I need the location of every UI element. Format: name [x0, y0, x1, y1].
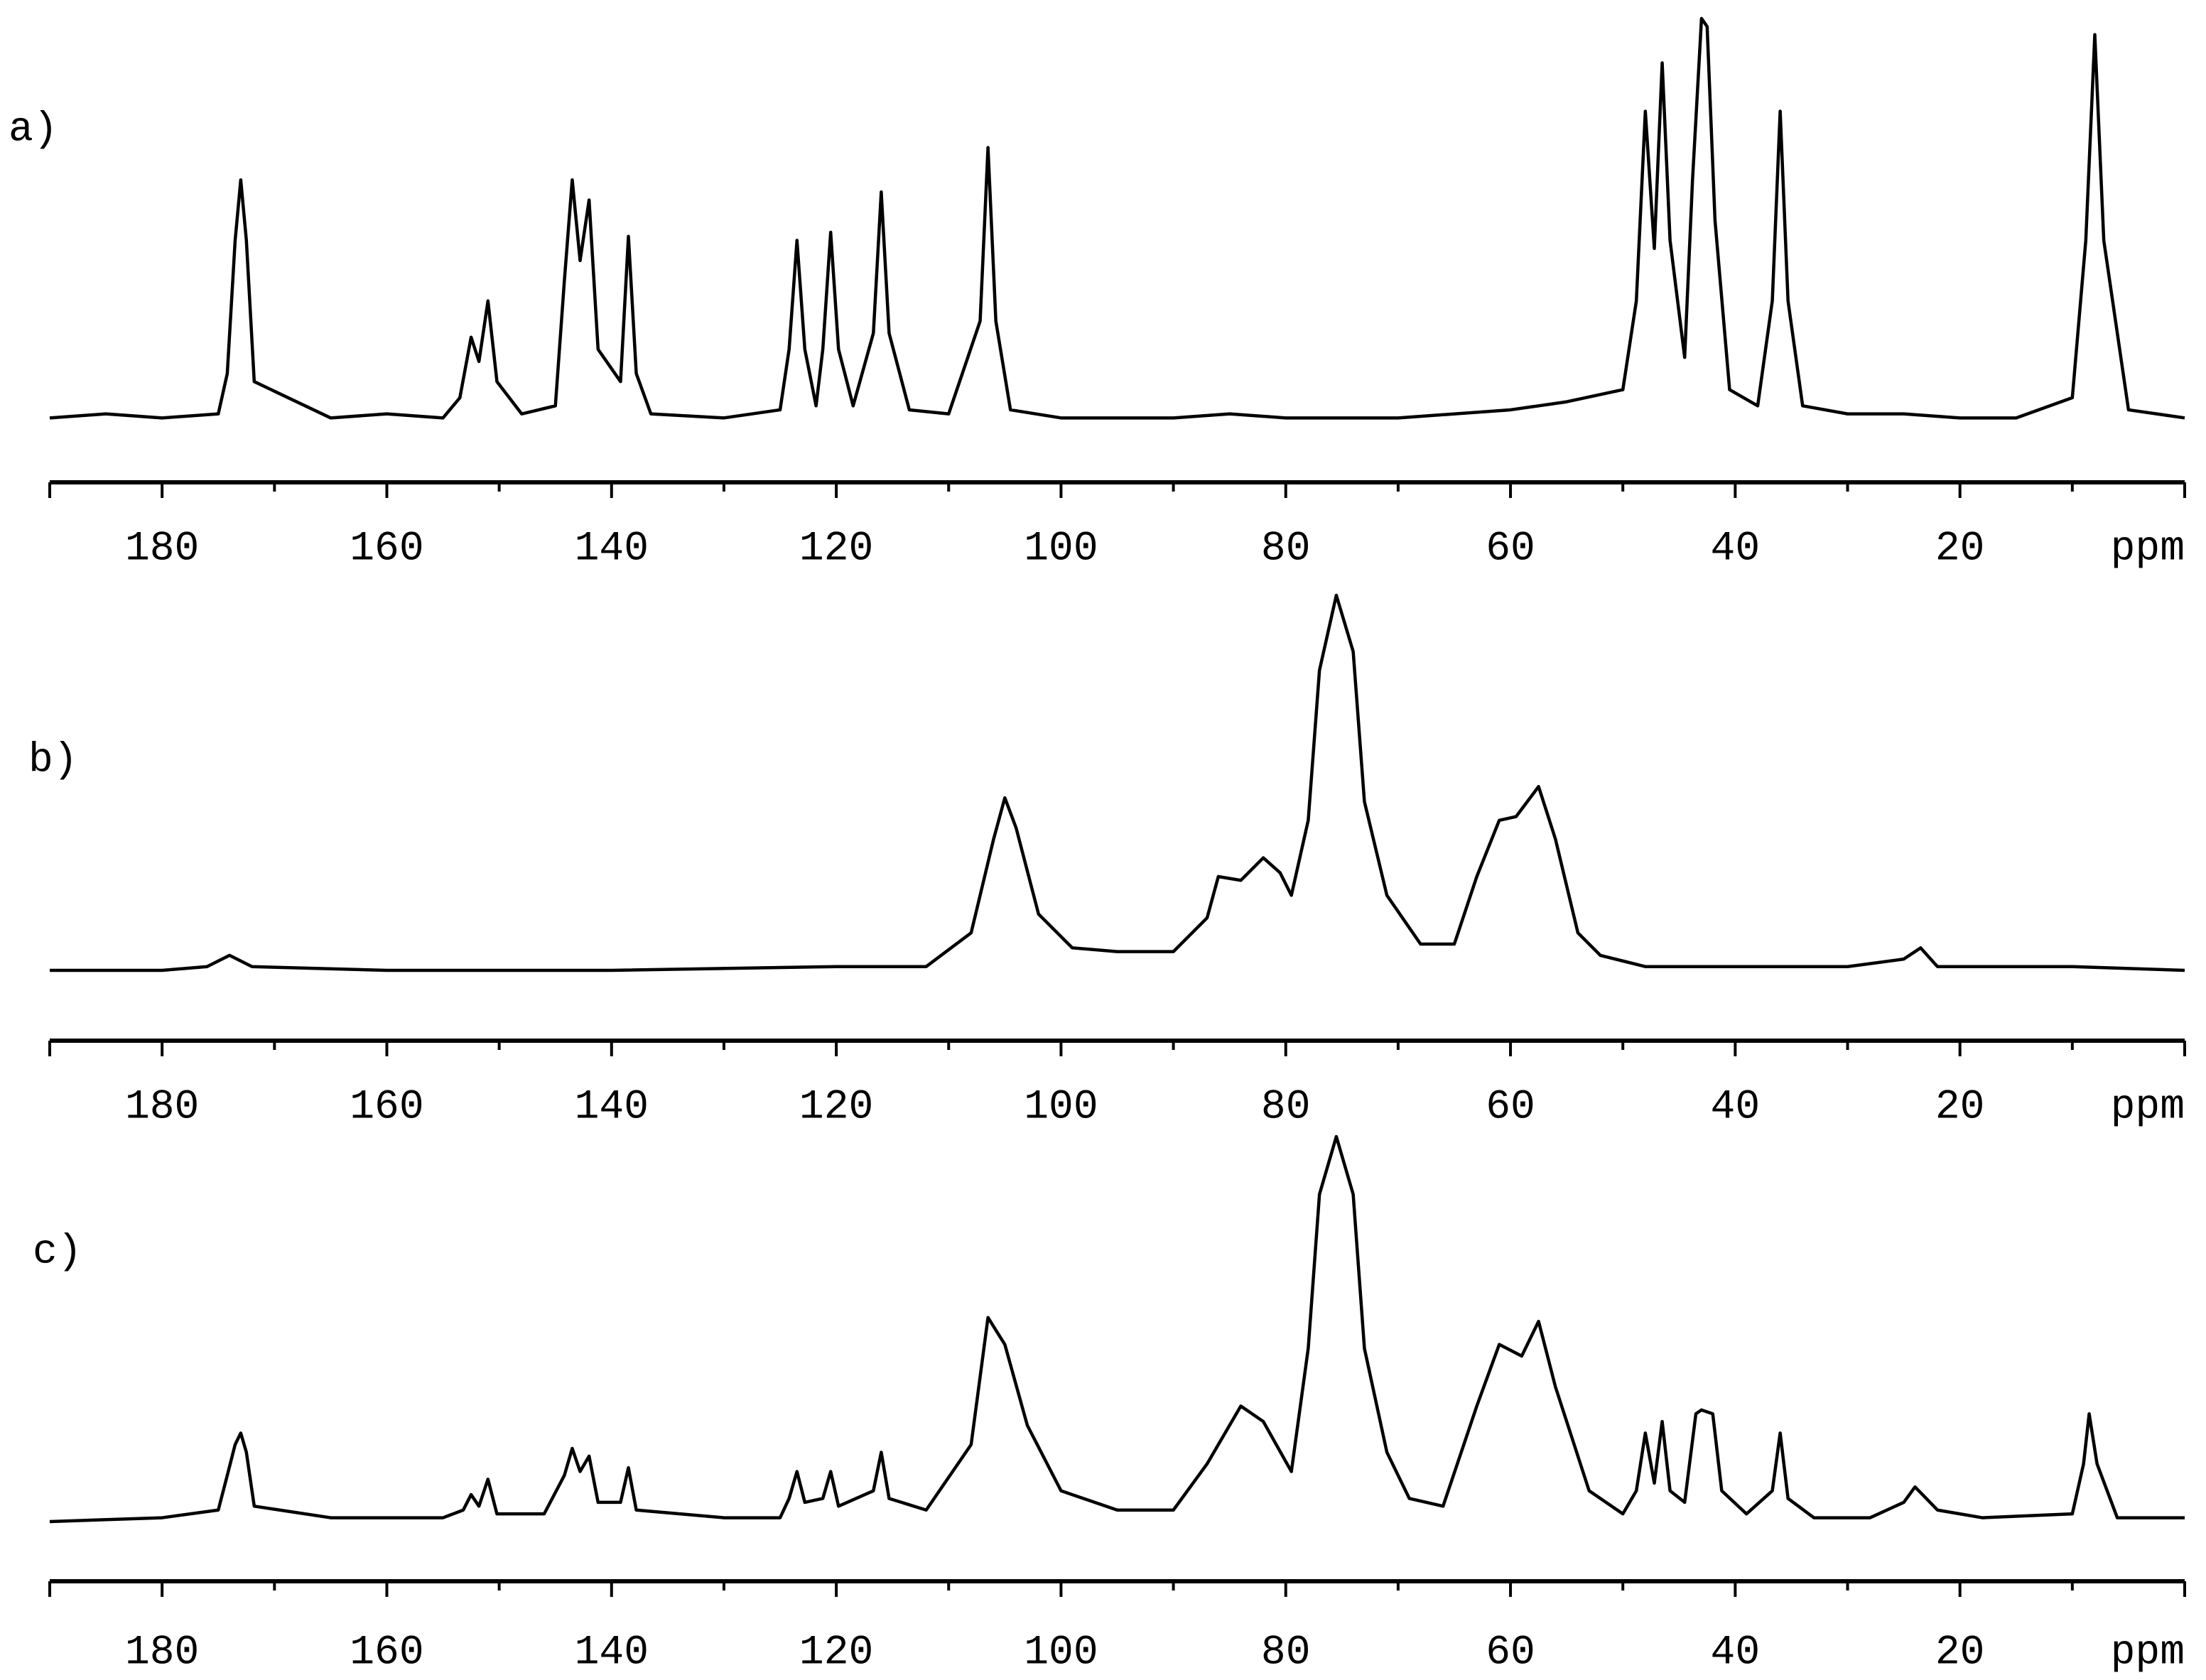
x-tick-label: 40: [1711, 1630, 1761, 1676]
x-tick-label: 120: [799, 1084, 873, 1130]
x-tick-label: 140: [575, 526, 649, 572]
x-tick-label: 140: [575, 1630, 649, 1676]
x-tick-label: 20: [1935, 526, 1985, 572]
x-tick-label: 20: [1935, 1630, 1985, 1676]
x-tick-label: 180: [125, 526, 199, 572]
x-axis-label: ppm: [2111, 1084, 2185, 1130]
x-tick-label: 160: [350, 1630, 423, 1676]
x-tick-label: 120: [799, 526, 873, 572]
x-tick-label: 100: [1024, 526, 1098, 572]
x-tick-label: 120: [799, 1630, 873, 1676]
x-tick-label: 40: [1711, 526, 1761, 572]
x-tick-label: 60: [1486, 1630, 1535, 1676]
spectrum-line: [49, 16, 2185, 420]
x-tick-label: 20: [1935, 1084, 1985, 1130]
x-tick-label: 140: [575, 1084, 649, 1130]
x-tick-label: 80: [1261, 526, 1311, 572]
panel-label: b): [28, 737, 78, 784]
x-axis-label: ppm: [2111, 1630, 2185, 1676]
spectrum-line: [50, 593, 2185, 972]
x-tick-label: 160: [350, 526, 423, 572]
x-tick-label: 40: [1711, 1084, 1761, 1130]
x-tick-label: 60: [1486, 526, 1535, 572]
x-tick-label: 100: [1024, 1630, 1098, 1676]
x-tick-label: 80: [1261, 1084, 1311, 1130]
x-tick-label: 80: [1261, 1630, 1311, 1676]
panel-label: a): [9, 107, 58, 153]
x-axis-label: ppm: [2111, 526, 2185, 572]
x-tick-label: 100: [1024, 1084, 1098, 1130]
x-tick-label: 160: [350, 1084, 423, 1130]
x-tick-label: 180: [125, 1630, 199, 1676]
x-tick-label: 60: [1486, 1084, 1535, 1130]
spectrum-line: [49, 1134, 2185, 1524]
x-tick-label: 180: [125, 1084, 199, 1130]
panel-label: c): [33, 1229, 82, 1275]
